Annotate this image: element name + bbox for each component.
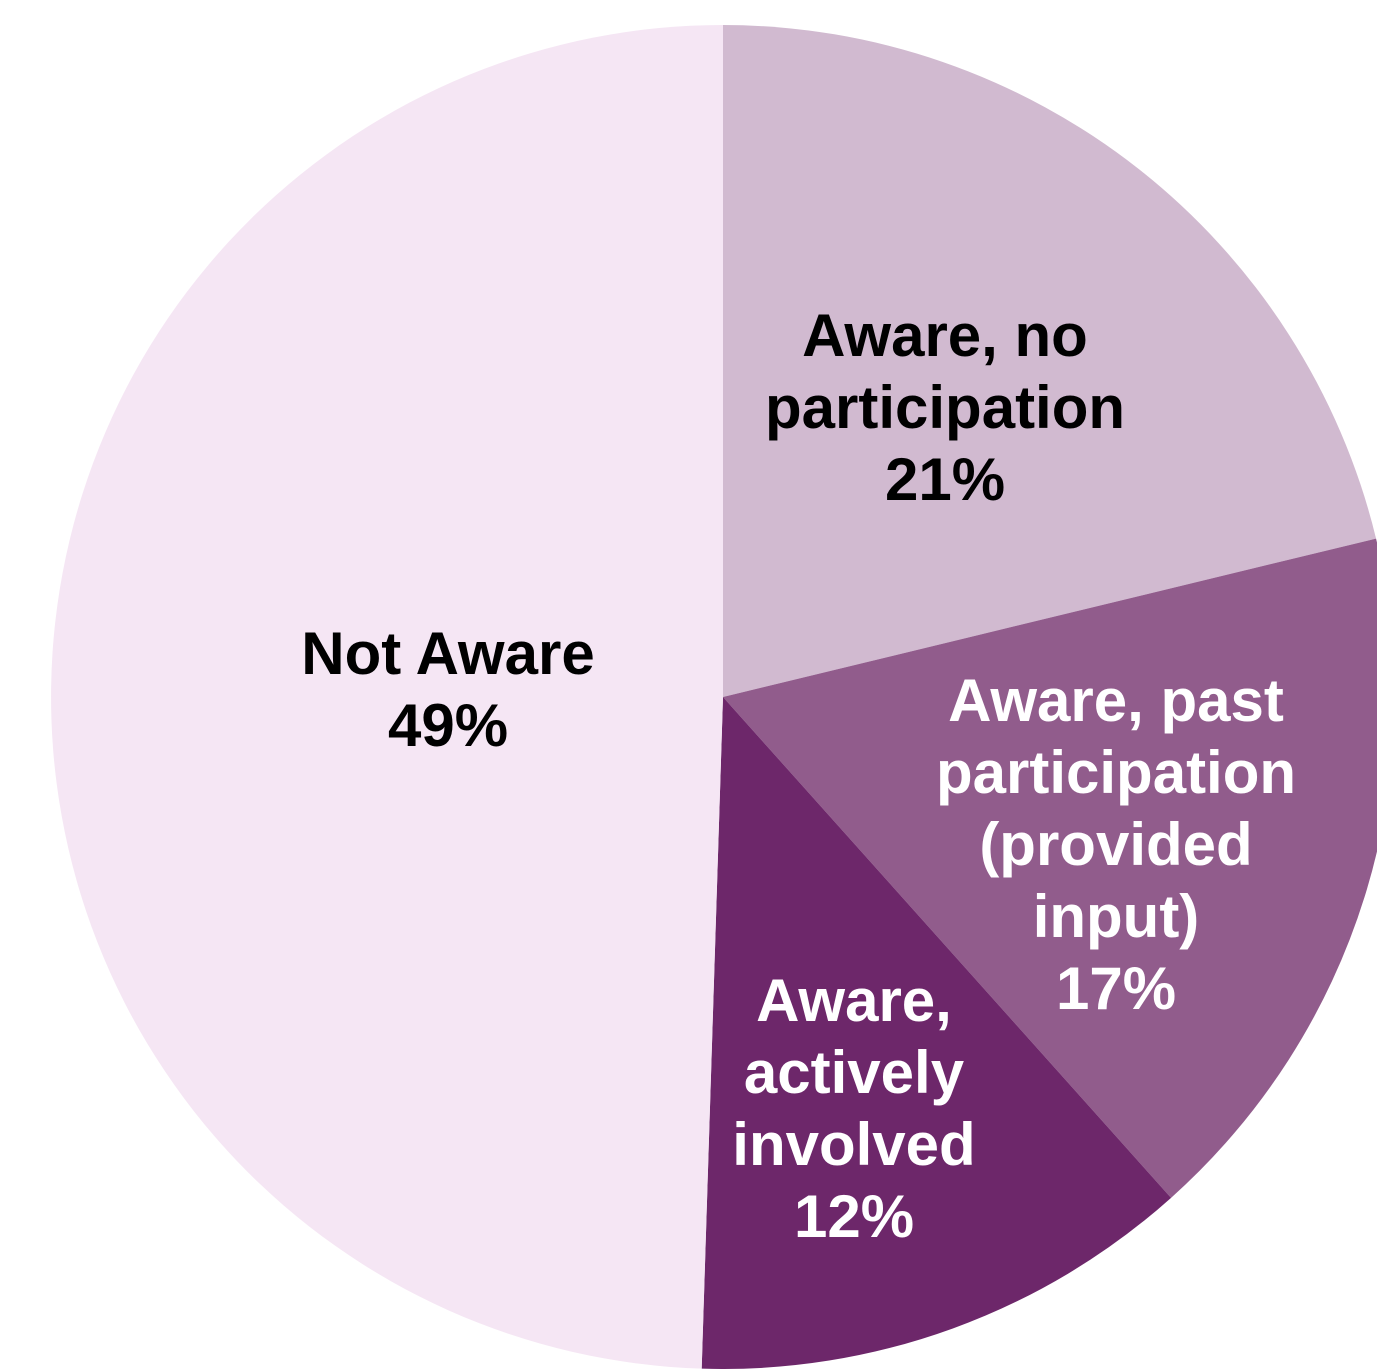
slice-category-label: Aware, past: [948, 667, 1284, 734]
pie-slices: [51, 25, 1377, 1369]
slice-category-label: Aware, no: [802, 302, 1088, 369]
slice-category-label: Aware,: [756, 967, 952, 1034]
slice-category-label: input): [1033, 883, 1200, 950]
slice-value-label: 49%: [388, 692, 508, 759]
slice-value-label: 12%: [794, 1183, 914, 1250]
pie-slice: [51, 25, 723, 1369]
slice-label: Not Aware 49%: [301, 620, 594, 759]
slice-category-label: (provided: [979, 811, 1252, 878]
slice-label: Aware, actively involved 12%: [732, 967, 975, 1250]
pie-labels: Aware, no participation 21%Aware, past part…: [301, 302, 1296, 1250]
slice-category-label: participation: [765, 374, 1125, 441]
slice-category-label: Not Aware: [301, 620, 594, 687]
slice-label: Aware, no participation 21%: [765, 302, 1125, 513]
pie-slice: [723, 25, 1377, 697]
slice-category-label: involved: [732, 1111, 975, 1178]
pie-slice: [723, 538, 1377, 1198]
slice-value-label: 17%: [1056, 955, 1176, 1022]
slice-category-label: actively: [744, 1039, 965, 1106]
slice-value-label: 21%: [885, 446, 1005, 513]
pie-slice: [701, 697, 1172, 1369]
slice-category-label: participation: [936, 739, 1296, 806]
slice-label: Aware, past participation (provided input) 1…: [936, 667, 1296, 1022]
